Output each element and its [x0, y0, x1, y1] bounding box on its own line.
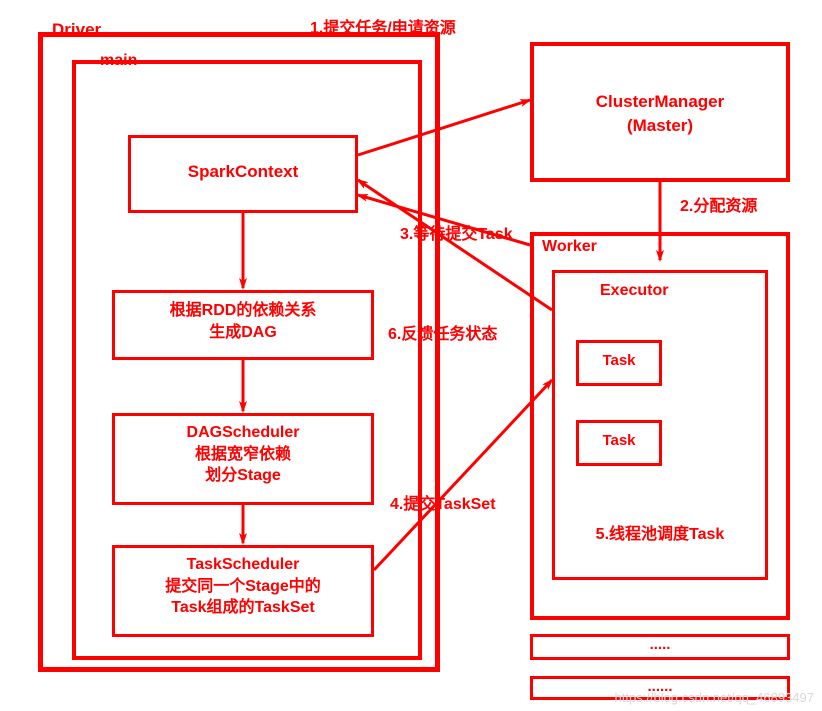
edge-label-3: 3.等待提交Task: [400, 220, 513, 244]
executor-label: Executor: [600, 282, 668, 300]
dag-label: 根据RDD的依赖关系 生成DAG: [112, 300, 374, 343]
dots1-label: .....: [530, 636, 790, 653]
edge-label-1: 1.提交任务/申请资源: [310, 14, 456, 38]
dagscheduler-label: DAGScheduler 根据宽窄依赖 划分Stage: [112, 422, 374, 487]
clustermanager-label: ClusterManager (Master): [530, 90, 790, 138]
edge-label-6: 6.反馈任务状态: [388, 320, 497, 344]
worker-label: Worker: [542, 238, 597, 256]
watermark: https://blog.csdn.net/qq_46893497: [615, 690, 815, 705]
driver-label: Driver: [52, 20, 101, 40]
task1-label: Task: [576, 352, 662, 369]
thread-pool-label: 5.线程池调度Task: [560, 520, 760, 544]
taskscheduler-label: TaskScheduler 提交同一个Stage中的 Task组成的TaskSe…: [112, 554, 374, 619]
edge-label-2: 2.分配资源: [680, 192, 757, 216]
task2-label: Task: [576, 432, 662, 449]
edge-label-4: 4.提交TaskSet: [390, 490, 496, 514]
main-label: main: [100, 52, 137, 70]
sparkcontext-label: SparkContext: [128, 162, 358, 182]
